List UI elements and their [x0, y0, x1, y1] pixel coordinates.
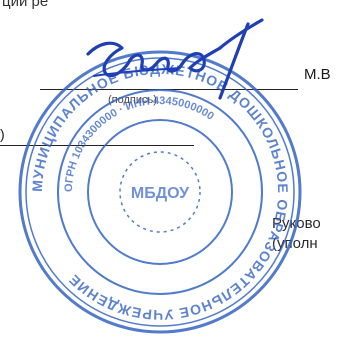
- paren-fragment: ): [0, 126, 5, 142]
- position-title-line2: (уполн: [272, 235, 318, 252]
- signatory-name: М.В: [304, 66, 331, 83]
- official-seal-stamp: МУНИЦИПАЛЬНОЕ БЮДЖЕТНОЕ ДОШКОЛЬНОЕ ОБРАЗ…: [18, 50, 302, 334]
- seal-inner-ring-text: ОГРН 1034300000 · ИНН 4345000000: [63, 95, 216, 192]
- handwritten-signature: [86, 18, 264, 100]
- top-text-fragment: ций ре: [2, 0, 49, 10]
- position-line: [0, 145, 194, 146]
- seal-center-text: МБДОУ: [131, 185, 190, 202]
